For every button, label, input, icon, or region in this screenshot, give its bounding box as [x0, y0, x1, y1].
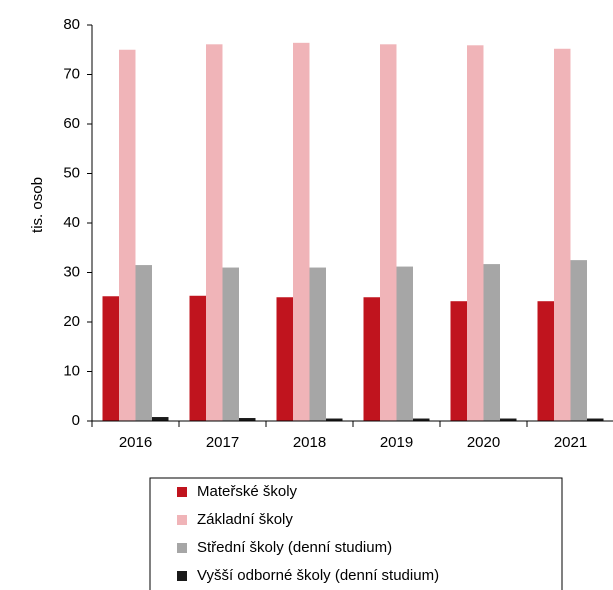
bar	[206, 44, 223, 422]
bar	[222, 267, 239, 421]
legend-label: Vyšší odborné školy (denní studium)	[197, 567, 439, 584]
y-tick-label: 60	[63, 115, 80, 132]
x-tick-label: 2021	[554, 434, 587, 451]
legend-label: Základní školy	[197, 511, 293, 528]
y-tick-label: 40	[63, 214, 80, 231]
y-axis-label: tis. osob	[29, 177, 46, 233]
x-tick-label: 2019	[380, 434, 413, 451]
bar	[102, 296, 119, 421]
bar	[450, 301, 467, 421]
bar	[152, 417, 169, 421]
bar	[537, 301, 554, 421]
bar	[189, 295, 206, 421]
y-tick-label: 20	[63, 313, 80, 330]
x-tick-label: 2020	[467, 434, 500, 451]
bar	[363, 297, 380, 421]
bar	[413, 418, 430, 421]
bar	[467, 45, 484, 422]
bar	[135, 265, 152, 421]
legend-label: Mateřské školy	[197, 483, 298, 500]
bar	[380, 44, 397, 422]
x-tick-label: 2016	[119, 434, 152, 451]
legend-label: Střední školy (denní studium)	[197, 539, 392, 556]
legend-swatch	[177, 515, 187, 525]
y-tick-label: 80	[63, 16, 80, 33]
bar	[500, 418, 517, 421]
y-tick-label: 50	[63, 164, 80, 181]
y-tick-label: 0	[72, 412, 80, 429]
bar	[554, 48, 571, 421]
legend-swatch	[177, 543, 187, 553]
legend-box	[149, 477, 563, 590]
y-tick-label: 30	[63, 263, 80, 280]
bar	[587, 418, 604, 421]
bar	[309, 267, 326, 421]
bar	[326, 418, 343, 421]
bar	[119, 49, 136, 421]
bar	[276, 297, 293, 421]
x-tick-label: 2018	[293, 434, 326, 451]
bar	[570, 260, 587, 421]
legend-swatch	[177, 571, 187, 581]
bar	[483, 264, 500, 421]
bar	[239, 418, 256, 421]
bar	[396, 266, 413, 421]
legend-swatch	[177, 487, 187, 497]
y-tick-label: 70	[63, 65, 80, 82]
y-tick-label: 10	[63, 362, 80, 379]
x-tick-label: 2017	[206, 434, 239, 451]
bar	[293, 42, 310, 421]
